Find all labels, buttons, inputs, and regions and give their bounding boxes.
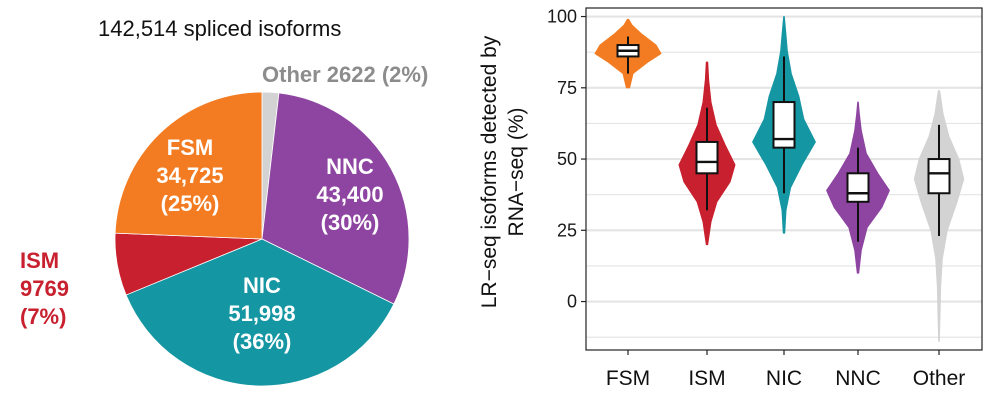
y-tick-label: 75	[557, 78, 577, 98]
pie-label-nic: NIC 51,998 (36%)	[228, 273, 295, 354]
pie-slices	[114, 91, 410, 387]
box-other	[927, 158, 951, 195]
y-axis-ticks: 0 25 50 75 100	[547, 7, 586, 312]
y-tick-label: 25	[557, 220, 577, 240]
violin-chart: 0 25 50 75 100 FSM ISM NIC NNC Other LR−seq isof…	[478, 7, 983, 390]
y-axis-title-line1: LR−seq isoforms detected by	[478, 35, 501, 308]
pie-title: 142,514 spliced isoforms	[98, 16, 341, 41]
box-nnc	[846, 172, 870, 203]
violins	[594, 16, 965, 342]
pie-labels: Other 2622 (2%) NNC 43,400 (30%) NIC 51,998 (3…	[20, 62, 428, 354]
pie-slice-nnc	[261, 92, 410, 305]
y-axis-title-line2: RNA−seq (%)	[505, 108, 528, 237]
x-tick-label-ism: ISM	[688, 367, 725, 390]
box-ism	[695, 140, 719, 175]
pie-label-other: Other 2622 (2%)	[262, 62, 428, 87]
x-tick-label-nnc: NNC	[835, 367, 881, 390]
pie-slice-nic	[125, 238, 395, 387]
boxplots	[616, 36, 951, 242]
box-nic	[772, 101, 796, 149]
y-tick-label: 50	[557, 149, 577, 169]
pie-label-ism: ISM 9769 (7%)	[20, 248, 69, 329]
y-tick-label: 100	[547, 7, 577, 27]
y-tick-label: 0	[567, 292, 577, 312]
pie-label-fsm: FSM 34,725 (25%)	[156, 135, 223, 216]
x-tick-label-other: Other	[913, 367, 966, 390]
x-tick-label-fsm: FSM	[606, 367, 650, 390]
pie-label-nnc: NNC 43,400 (30%)	[316, 154, 383, 235]
x-axis-ticks: FSM ISM NIC NNC Other	[606, 350, 965, 390]
x-tick-label-nic: NIC	[766, 367, 802, 390]
pie-slice-fsm	[114, 91, 263, 240]
pie-chart: 142,514 spliced isoforms Other 2622 (2%)…	[20, 16, 428, 387]
